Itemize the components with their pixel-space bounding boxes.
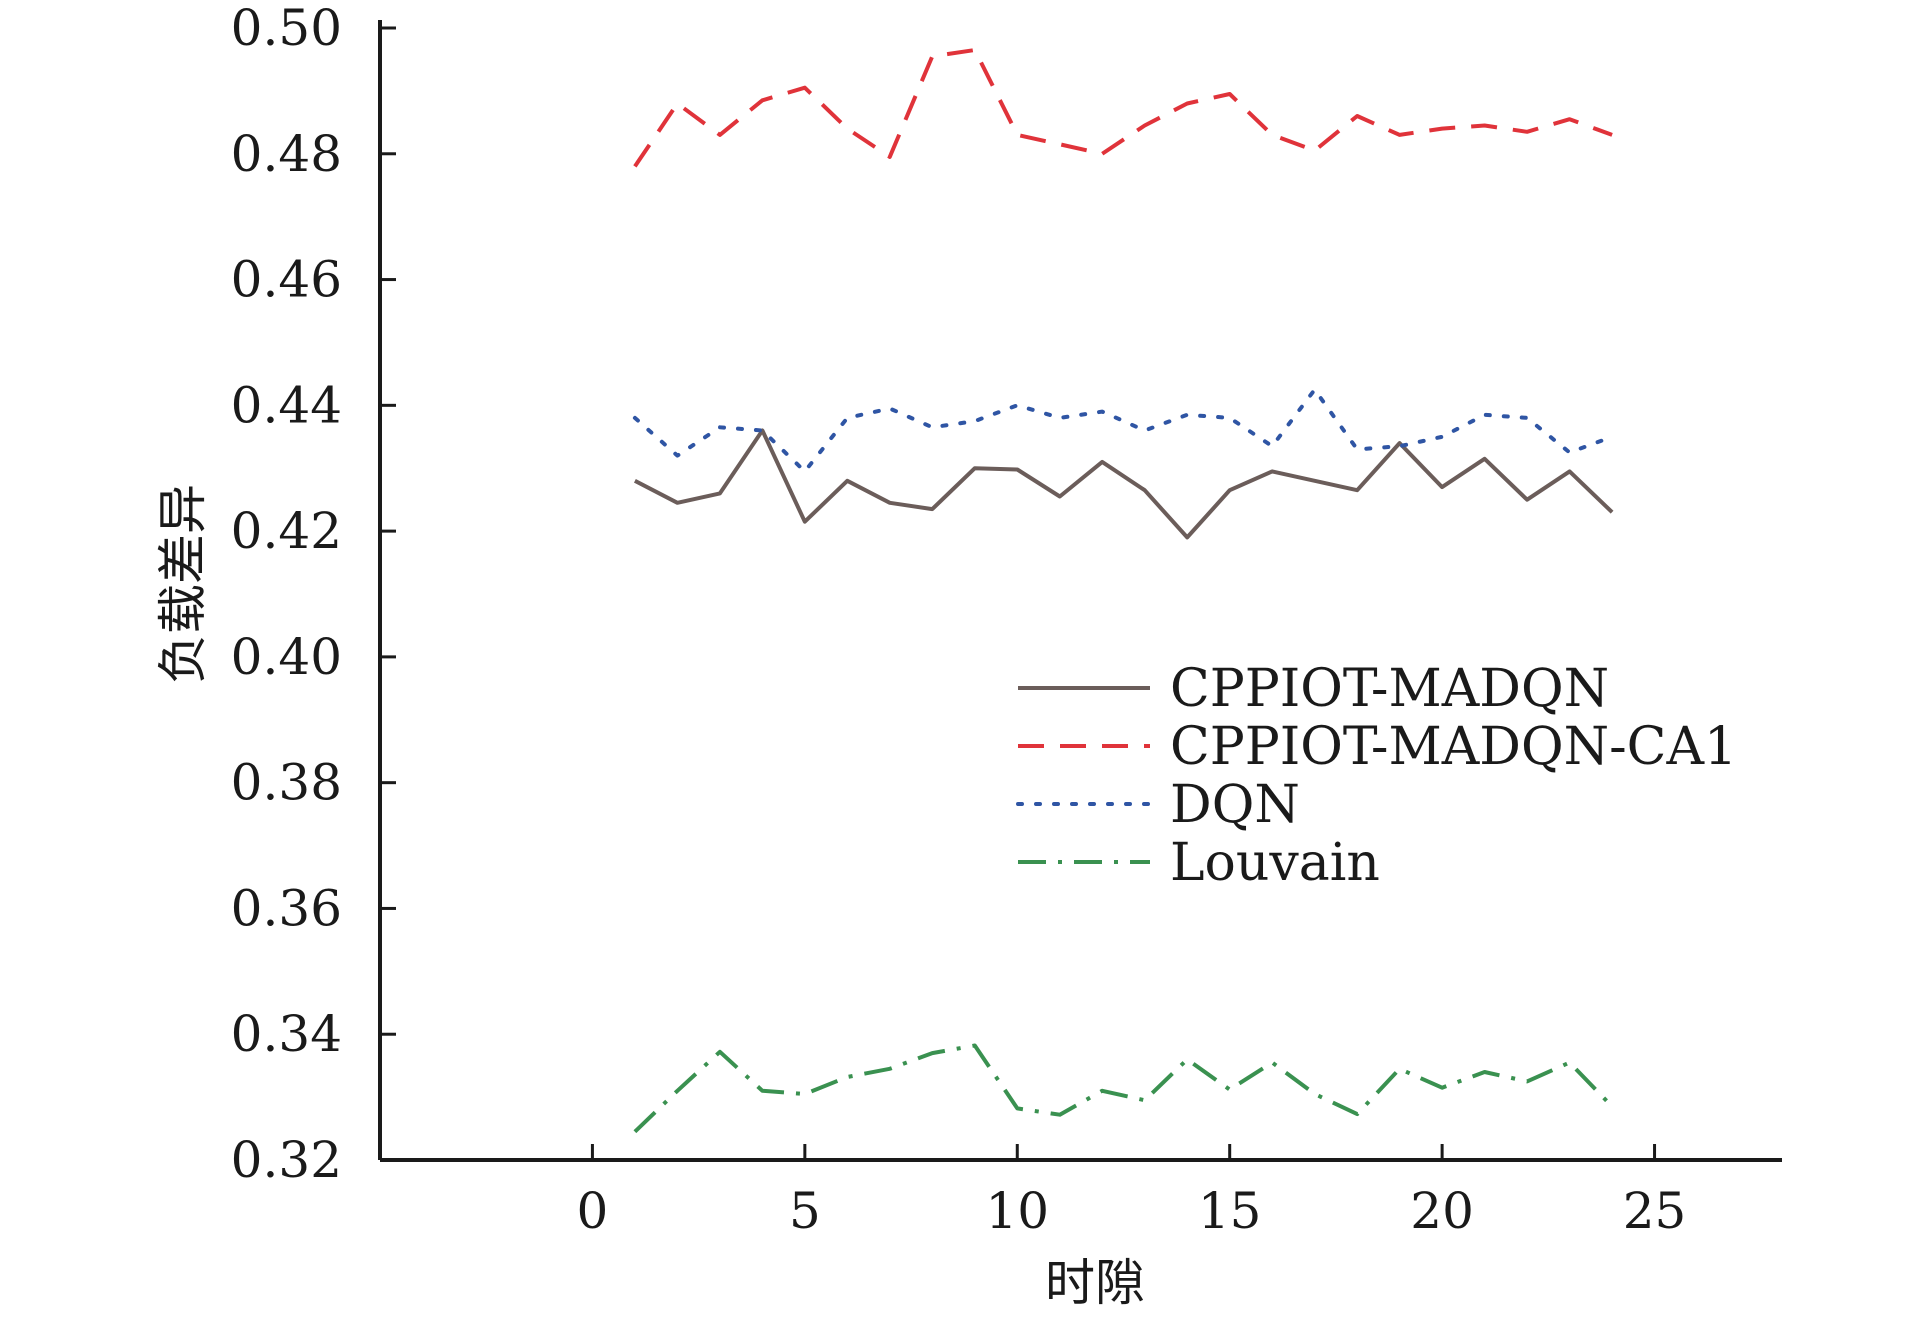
y-tick-label: 0.50 bbox=[231, 0, 342, 57]
y-tick-label: 0.44 bbox=[231, 376, 342, 434]
x-axis-title: 时隙 bbox=[1045, 1254, 1145, 1312]
axes: 0.32 0.34 0.36 0.38 0.40 0.42 0.44 0.46 0.48 0.50… bbox=[231, 0, 1782, 1240]
y-tick-label: 0.36 bbox=[231, 879, 342, 937]
legend-label: DQN bbox=[1170, 775, 1300, 835]
y-tick-label: 0.34 bbox=[231, 1005, 342, 1063]
series-line-cppiot-madqn-ca1 bbox=[633, 48, 1613, 168]
x-tick-label: 20 bbox=[1410, 1182, 1474, 1240]
y-axis-title: 负载差异 bbox=[154, 484, 212, 684]
series-line-cppiot-madqn bbox=[633, 428, 1614, 540]
legend-label: CPPIOT-MADQN bbox=[1170, 659, 1609, 719]
y-tick-label: 0.40 bbox=[231, 628, 342, 686]
series-line-dqn bbox=[632, 387, 1615, 474]
x-tick-label: 10 bbox=[985, 1182, 1049, 1240]
y-tick-label: 0.42 bbox=[231, 502, 342, 560]
y-tick-label: 0.38 bbox=[231, 754, 342, 812]
x-tick-label: 0 bbox=[577, 1182, 609, 1240]
y-tick-label: 0.32 bbox=[231, 1131, 342, 1189]
series-line-louvain bbox=[633, 1043, 1614, 1134]
y-tick-label: 0.46 bbox=[231, 251, 342, 309]
legend-label: CPPIOT-MADQN-CA1 bbox=[1170, 717, 1737, 777]
x-tick-label: 5 bbox=[789, 1182, 821, 1240]
x-tick-label: 25 bbox=[1623, 1182, 1687, 1240]
series-layer bbox=[632, 48, 1615, 1134]
legend-label: Louvain bbox=[1170, 833, 1380, 893]
y-tick-label: 0.48 bbox=[231, 125, 342, 183]
x-tick-label: 15 bbox=[1198, 1182, 1262, 1240]
